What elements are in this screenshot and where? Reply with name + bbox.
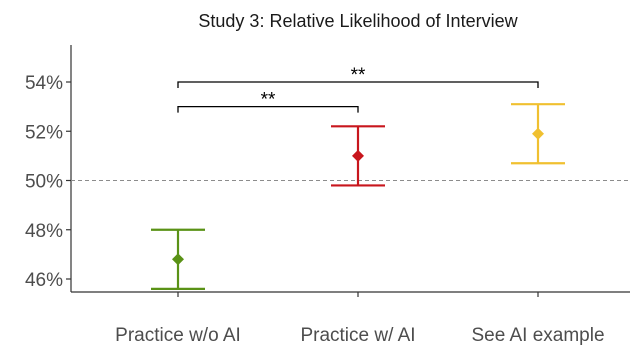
y-tick-label: 54% [25, 73, 63, 94]
error-bar-group [511, 103, 565, 165]
y-tick-label: 50% [25, 172, 63, 193]
bracket-line [177, 81, 539, 88]
significance-bracket: ** [177, 65, 539, 88]
y-tick-label: 52% [25, 122, 63, 143]
significance-label: ** [261, 90, 276, 111]
y-tick-label: 48% [25, 221, 63, 242]
axes: 46% 48% 50% 52% 54% Practice w/o AI Practice w… [25, 45, 630, 346]
x-tick-label: See AI example [471, 325, 604, 346]
x-tick-label: Practice w/o AI [115, 325, 241, 346]
error-bar-group [331, 125, 385, 187]
point-marker [352, 149, 364, 162]
bracket-line [177, 105, 359, 113]
significance-label: ** [351, 65, 366, 86]
x-tick-label: Practice w/ AI [300, 325, 415, 346]
error-bar-group [151, 228, 205, 290]
point-marker [172, 253, 184, 266]
significance-bracket: ** [177, 90, 359, 113]
point-marker [532, 127, 544, 140]
chart-title: Study 3: Relative Likelihood of Intervie… [198, 11, 518, 31]
y-tick-label: 46% [25, 270, 63, 291]
data-marks [151, 103, 565, 290]
significance-brackets: ** ** [177, 65, 539, 113]
